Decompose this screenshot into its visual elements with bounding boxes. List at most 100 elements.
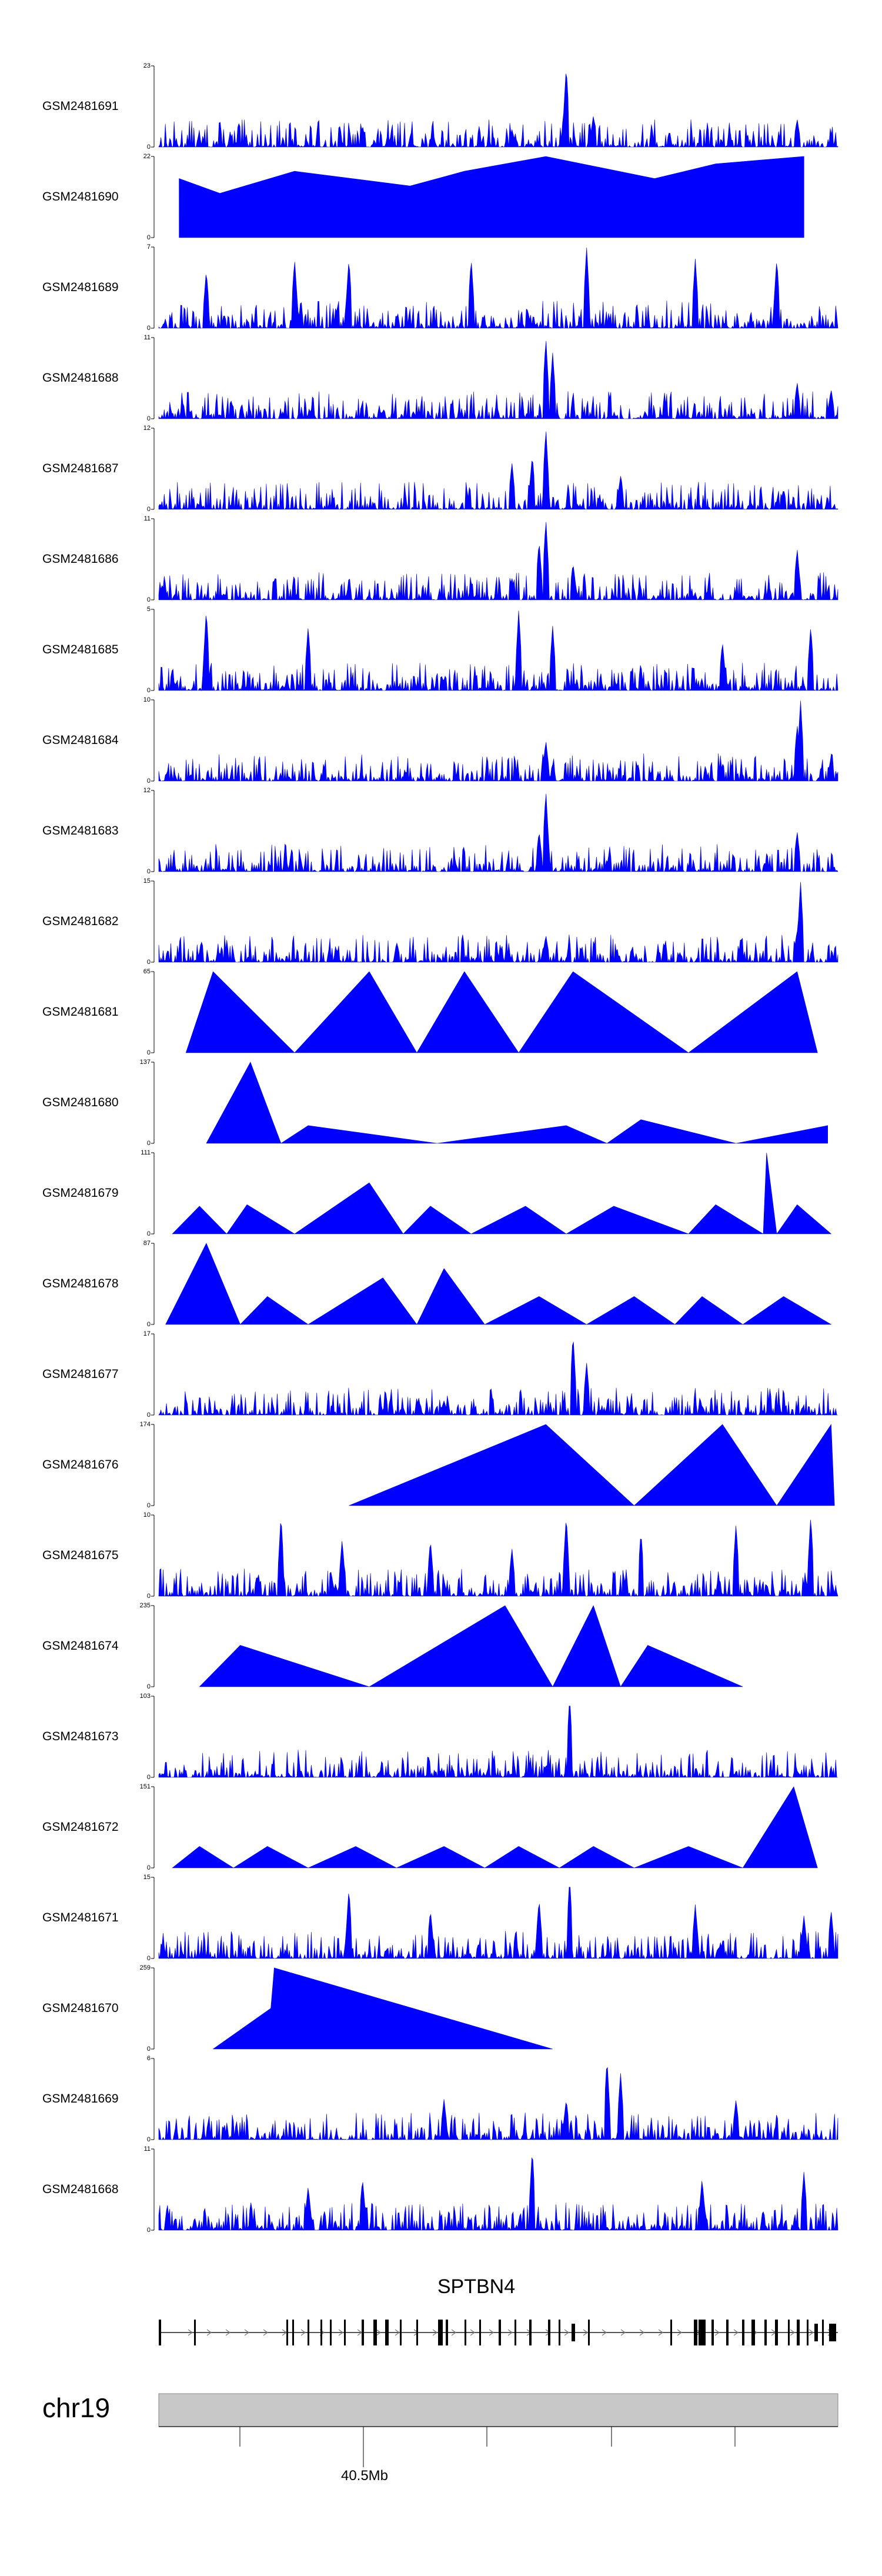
strand-arrow <box>583 2329 589 2336</box>
strand-arrow <box>300 2329 306 2336</box>
y-min-label: 0 <box>146 2136 151 2143</box>
y-min-label: 0 <box>146 506 151 513</box>
track-GSM2481669 <box>151 2058 838 2140</box>
track-GSM2481668 <box>151 2148 838 2231</box>
signal-area <box>158 341 838 420</box>
track-label: GSM2481685 <box>42 643 119 656</box>
track-GSM2481689 <box>151 246 838 329</box>
track-GSM2481673 <box>151 1696 838 1778</box>
signal-area <box>212 1967 553 2050</box>
signal-area <box>206 1062 828 1144</box>
signal-area <box>158 882 838 963</box>
track-label: GSM2481682 <box>42 915 119 928</box>
exon <box>822 2320 824 2345</box>
exon <box>286 2320 288 2345</box>
y-min-label: 0 <box>146 778 151 785</box>
exon <box>446 2320 448 2345</box>
strand-arrow <box>733 2329 739 2336</box>
y-min-label: 0 <box>146 1955 151 1962</box>
y-min-label: 0 <box>146 1683 151 1690</box>
track-GSM2481686 <box>151 518 838 601</box>
signal-area <box>158 431 838 510</box>
track-label: GSM2481687 <box>42 462 119 475</box>
y-min-label: 0 <box>146 234 151 241</box>
track-GSM2481674 <box>151 1605 743 1687</box>
track-label: GSM2481669 <box>42 2092 119 2105</box>
track-label: GSM2481673 <box>42 1730 119 1743</box>
exon <box>807 2320 808 2345</box>
track-label: GSM2481674 <box>42 1639 119 1653</box>
exon <box>548 2320 550 2345</box>
track-GSM2481691 <box>151 65 838 148</box>
exon <box>572 2324 575 2341</box>
signal-area <box>158 1706 838 1778</box>
exon <box>400 2320 402 2345</box>
strand-arrow <box>639 2329 645 2336</box>
signal-area <box>158 700 838 782</box>
y-min-label: 0 <box>146 144 151 151</box>
exon <box>775 2320 778 2345</box>
signal-area <box>172 1152 832 1234</box>
exon <box>788 2320 790 2345</box>
y-max-label: 11 <box>143 334 151 341</box>
track-GSM2481687 <box>151 428 838 510</box>
y-min-label: 0 <box>146 1502 151 1509</box>
strand-arrow <box>376 2329 382 2336</box>
y-max-label: 23 <box>143 62 151 69</box>
y-max-label: 17 <box>143 1330 151 1337</box>
track-label: GSM2481675 <box>42 1549 119 1562</box>
chromosome-band <box>158 2393 838 2427</box>
y-max-label: 259 <box>139 1964 151 1971</box>
strand-arrow <box>451 2329 457 2336</box>
track-GSM2481672 <box>151 1786 818 1868</box>
exon <box>292 2320 294 2345</box>
exon <box>726 2320 729 2345</box>
exon <box>159 2320 161 2345</box>
signal-area <box>158 74 838 148</box>
strand-arrow <box>470 2329 476 2336</box>
exon <box>465 2320 466 2345</box>
strand-arrow <box>244 2329 250 2336</box>
signal-area <box>158 247 838 329</box>
y-max-label: 12 <box>143 787 151 794</box>
strand-arrow <box>263 2329 269 2336</box>
track-GSM2481681 <box>151 971 818 1053</box>
strand-arrow <box>808 2329 814 2336</box>
strand-arrow <box>395 2329 400 2336</box>
y-max-label: 6 <box>146 2055 151 2062</box>
track-label: GSM2481690 <box>42 190 119 203</box>
y-min-label: 0 <box>146 687 151 694</box>
track-GSM2481688 <box>151 337 838 420</box>
track-label: GSM2481678 <box>42 1277 119 1290</box>
y-min-label: 0 <box>146 1049 151 1056</box>
exon <box>559 2320 560 2345</box>
y-min-label: 0 <box>146 1140 151 1147</box>
y-max-label: 151 <box>139 1783 151 1790</box>
genome-axis <box>158 2393 838 2467</box>
exon <box>385 2320 389 2345</box>
y-min-label: 0 <box>146 1593 151 1600</box>
track-label: GSM2481681 <box>42 1005 119 1019</box>
track-GSM2481684 <box>151 699 838 782</box>
signal-area <box>158 793 838 873</box>
strand-arrow <box>188 2329 193 2336</box>
y-max-label: 65 <box>143 968 151 975</box>
exon <box>438 2320 443 2345</box>
strand-arrow <box>714 2329 720 2336</box>
signal-area <box>185 971 818 1053</box>
track-GSM2481690 <box>151 156 804 238</box>
y-min-label: 0 <box>146 959 151 966</box>
y-max-label: 111 <box>141 1149 151 1156</box>
y-min-label: 0 <box>146 2227 151 2234</box>
strand-arrow <box>432 2329 438 2336</box>
exon <box>670 2320 672 2345</box>
exon <box>751 2320 755 2345</box>
y-max-label: 22 <box>143 153 151 160</box>
signal-area <box>158 1887 838 1960</box>
strand-arrow <box>602 2329 607 2336</box>
y-max-label: 87 <box>143 1240 151 1247</box>
track-GSM2481683 <box>151 790 838 873</box>
y-min-label: 0 <box>146 1864 151 1871</box>
signal-area <box>172 1786 818 1868</box>
exon <box>529 2320 532 2345</box>
